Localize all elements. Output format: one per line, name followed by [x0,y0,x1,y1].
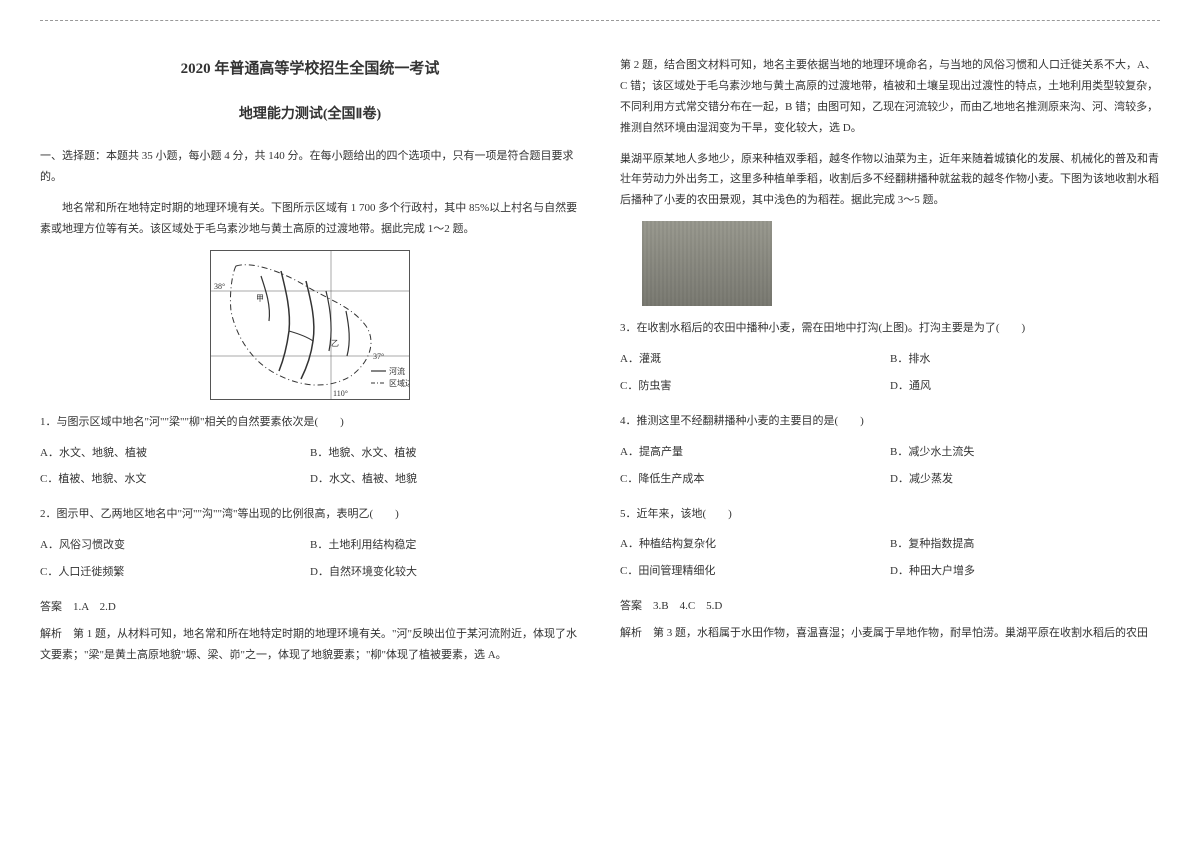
q1-options: A．水文、地貌、植被 B．地貌、水文、植被 C．植被、地貌、水文 D．水文、植被… [40,443,580,497]
section-1-heading: 一、选择题：本题共 35 小题，每小题 4 分，共 140 分。在每小题给出的四… [40,146,580,188]
region-a-label: 甲 [256,294,264,303]
map-svg: 38° 37° 110° 甲 乙 河流 区域边界 [211,251,409,399]
q1-opt-c: C．植被、地貌、水文 [40,469,310,490]
q4-opt-c: C．降低生产成本 [620,469,890,490]
q1-opt-a: A．水文、地貌、植被 [40,443,310,464]
q5-stem: 5．近年来，该地( ) [620,504,1160,525]
page-top-rule [40,20,1160,21]
q4-options: A．提高产量 B．减少水土流失 C．降低生产成本 D．减少蒸发 [620,442,1160,496]
field-photo [642,221,772,306]
lat-37-label: 37° [373,352,384,361]
passage-1-intro: 地名常和所在地特定时期的地理环境有关。下图所示区域有 1 700 多个行政村，其… [40,198,580,240]
q2-opt-d: D．自然环境变化较大 [310,562,580,583]
explain-2: 第 2 题，结合图文材料可知，地名主要依据当地的地理环境命名，与当地的风俗习惯和… [620,55,1160,139]
answer-3-5: 答案 3.B 4.C 5.D [620,596,1160,617]
legend-boundary-label: 区域边界 [389,378,409,388]
q2-opt-c: C．人口迁徙频繁 [40,562,310,583]
q1-opt-d: D．水文、植被、地貌 [310,469,580,490]
q4-opt-b: B．减少水土流失 [890,442,1160,463]
q3-options: A．灌溉 B．排水 C．防虫害 D．通风 [620,349,1160,403]
q5-options: A．种植结构复杂化 B．复种指数提高 C．田间管理精细化 D．种田大户增多 [620,534,1160,588]
q4-opt-a: A．提高产量 [620,442,890,463]
q2-stem: 2．图示甲、乙两地区地名中"河""沟""湾"等出现的比例很高，表明乙( ) [40,504,580,525]
q2-opt-b: B．土地利用结构稳定 [310,535,580,556]
q5-opt-c: C．田间管理精细化 [620,561,890,582]
q3-opt-b: B．排水 [890,349,1160,370]
q3-stem: 3．在收割水稻后的农田中播种小麦，需在田地中打沟(上图)。打沟主要是为了( ) [620,318,1160,339]
q1-stem: 1．与图示区域中地名"河""梁""柳"相关的自然要素依次是( ) [40,412,580,433]
legend-river-label: 河流 [389,366,405,376]
exam-title-sub: 地理能力测试(全国Ⅱ卷) [40,102,580,129]
passage-2-intro: 巢湖平原某地人多地少，原来种植双季稻，越冬作物以油菜为主，近年来随着城镇化的发展… [620,149,1160,212]
q2-options: A．风俗习惯改变 B．土地利用结构稳定 C．人口迁徙频繁 D．自然环境变化较大 [40,535,580,589]
answer-1-2: 答案 1.A 2.D [40,597,580,618]
right-column: 第 2 题，结合图文材料可知，地名主要依据当地的地理环境命名，与当地的风俗习惯和… [620,30,1160,828]
left-column: 2020 年普通高等学校招生全国统一考试 地理能力测试(全国Ⅱ卷) 一、选择题：… [40,30,580,828]
q4-stem: 4．推测这里不经翻耕播种小麦的主要目的是( ) [620,411,1160,432]
q3-opt-d: D．通风 [890,376,1160,397]
q4-opt-d: D．减少蒸发 [890,469,1160,490]
lat-38-label: 38° [214,282,225,291]
q5-opt-a: A．种植结构复杂化 [620,534,890,555]
region-map-figure: 38° 37° 110° 甲 乙 河流 区域边界 [210,250,410,400]
q3-opt-c: C．防虫害 [620,376,890,397]
two-column-layout: 2020 年普通高等学校招生全国统一考试 地理能力测试(全国Ⅱ卷) 一、选择题：… [40,30,1160,828]
explain-1: 解析 第 1 题，从材料可知，地名常和所在地特定时期的地理环境有关。"河"反映出… [40,624,580,666]
explain-3: 解析 第 3 题，水稻属于水田作物，喜温喜湿；小麦属于旱地作物，耐旱怕涝。巢湖平… [620,623,1160,644]
q3-opt-a: A．灌溉 [620,349,890,370]
q1-opt-b: B．地貌、水文、植被 [310,443,580,464]
q2-opt-a: A．风俗习惯改变 [40,535,310,556]
q5-opt-b: B．复种指数提高 [890,534,1160,555]
lon-110-label: 110° [333,389,348,398]
exam-title-main: 2020 年普通高等学校招生全国统一考试 [40,55,580,84]
region-b-label: 乙 [331,339,339,348]
q5-opt-d: D．种田大户增多 [890,561,1160,582]
